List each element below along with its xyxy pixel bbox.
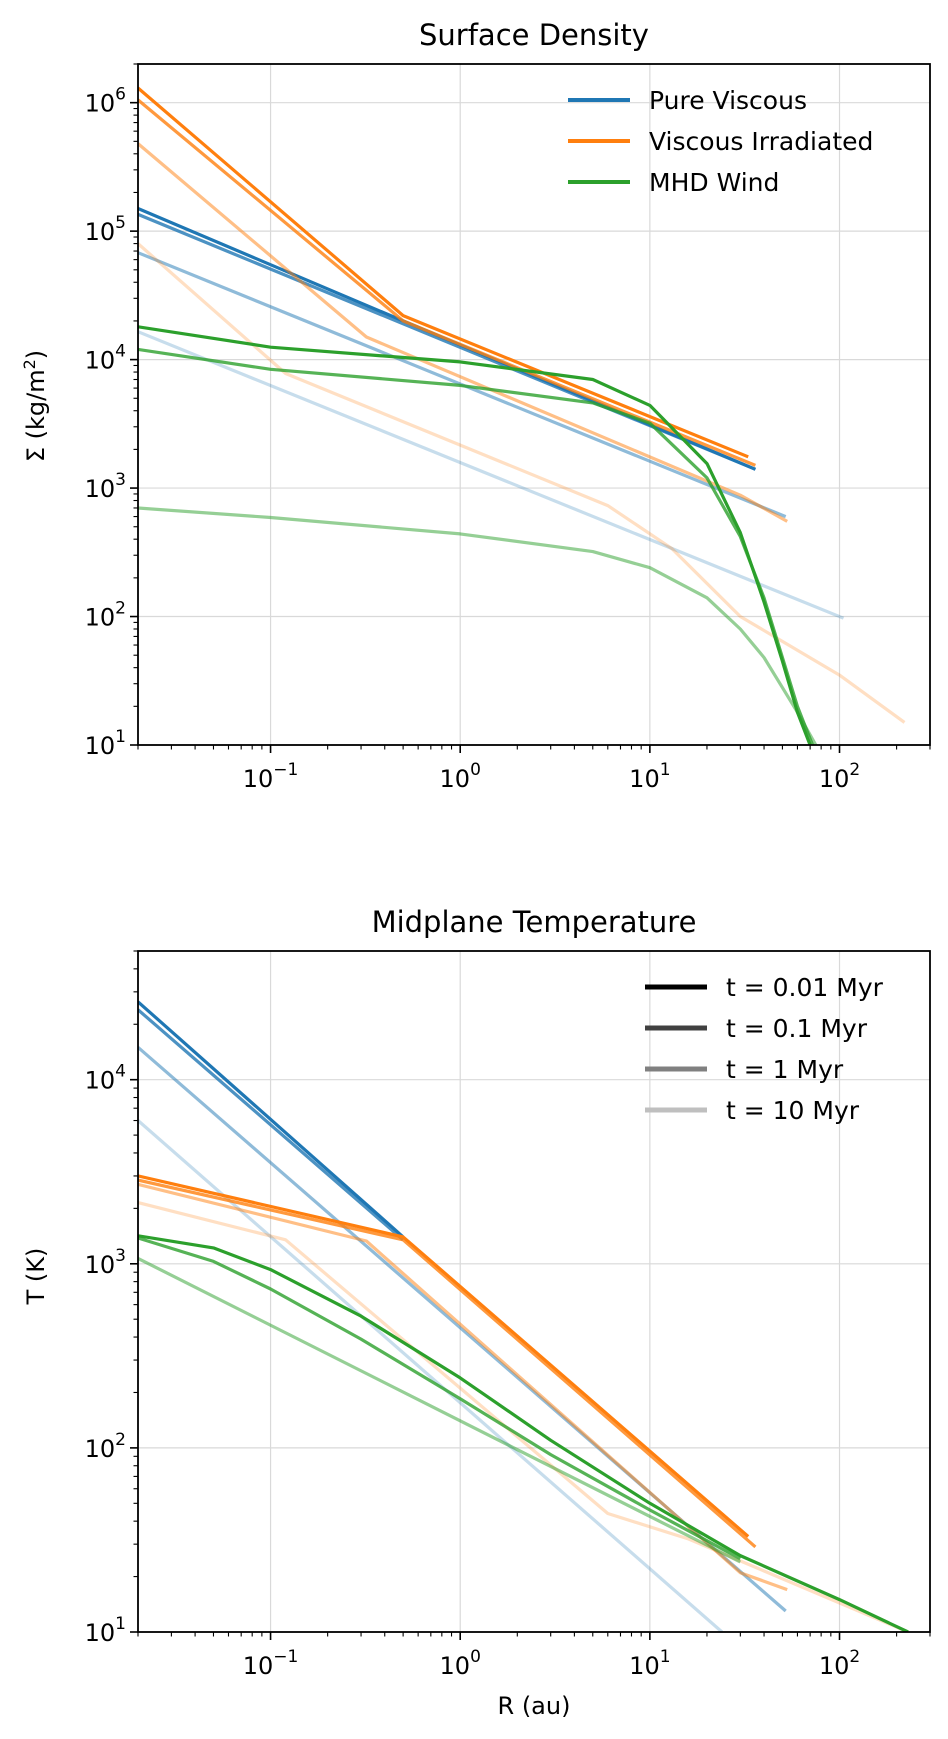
surface-density-series-viscous-irradiated-t-0-01-myr [138,86,749,459]
surface-density-series-viscous-irradiated-t-0-1-myr [138,98,757,467]
surface-density-legend: Pure Viscous Viscous Irradiated MHD Wind [568,86,873,197]
midplane-temperature-x-tick-label: 101 [629,1647,670,1680]
surface-density-series-pure-viscous-t-0-1-myr [138,212,757,471]
surface-density-series-viscous-irradiated-t-1-myr [138,142,788,523]
midplane-temperature-y-tick-label: 101 [85,1614,126,1647]
midplane-temperature-legend-label-t-0-1-myr: t = 0.1 Myr [726,1014,868,1043]
surface-density-panel: Surface Density 10−1 100 101 102 101 102 103 10… [20,18,931,793]
surface-density-x-tick-label: 102 [819,760,860,793]
midplane-temperature-y-axis-label: T (K) [22,1248,50,1306]
surface-density-series-pure-viscous-t-10-myr [138,330,845,620]
midplane-temperature-title: Midplane Temperature [372,905,697,939]
midplane-temperature-x-tick-label: 10−1 [243,1647,299,1680]
surface-density-y-tick-label: 101 [85,727,126,760]
surface-density-y-tick-label: 104 [85,342,126,375]
midplane-temperature-axes-frame [137,950,931,1633]
surface-density-y-axis-label: Σ (kg/m2) [20,350,50,462]
surface-density-series-viscous-irradiated-t-10-myr [138,242,906,724]
midplane-temperature-x-tick-label: 102 [819,1647,860,1680]
midplane-temperature-series-pure-viscous-t-10-myr [138,1119,724,1632]
midplane-temperature-series-viscous-irradiated-t-10-myr [138,1201,909,1632]
midplane-temperature-series-mhd-wind-t-0-1-myr [138,1236,742,1561]
surface-density-y-tick-label: 106 [85,85,126,118]
surface-density-legend-label-viscous-irradiated: Viscous Irradiated [649,127,873,156]
midplane-temperature-legend: t = 0.01 Myr t = 0.1 Myr t = 1 Myr t = 10 M… [645,973,884,1125]
midplane-temperature-series-pure-viscous-t-0-01-myr [138,1000,405,1239]
midplane-temperature-series-mhd-wind-t-0-01-myr [138,1234,909,1632]
surface-density-axes-frame [137,63,931,746]
surface-density-x-tick-label: 10−1 [243,760,299,793]
surface-density-title: Surface Density [419,18,649,52]
midplane-temperature-legend-label-t-1-myr: t = 1 Myr [726,1055,844,1084]
midplane-temperature-panel: Midplane Temperature 10−1 100 101 102 101 102… [22,905,931,1720]
surface-density-y-tick-label: 103 [85,470,126,503]
surface-density-x-tick-label: 101 [629,760,670,793]
midplane-temperature-legend-label-t-10-myr: t = 10 Myr [726,1096,860,1125]
midplane-temperature-series-viscous-irradiated-t-1-myr [138,1182,788,1592]
midplane-temperature-series-viscous-irradiated-t-0-01-myr [138,1174,750,1538]
midplane-temperature-series-pure-viscous-t-0-1-myr [138,1008,405,1242]
surface-density-y-tick-label: 105 [85,213,126,246]
midplane-temperature-y-tick-label: 103 [85,1246,126,1279]
midplane-temperature-x-tick-label: 100 [440,1647,481,1680]
midplane-temperature-y-tick-label: 102 [85,1430,126,1463]
surface-density-series-mhd-wind-t-0-1-myr [138,347,814,745]
midplane-temperature-series-mhd-wind-t-1-myr [138,1256,742,1564]
surface-density-legend-label-mhd-wind: MHD Wind [649,168,779,197]
midplane-temperature-y-tick-label: 104 [85,1062,126,1095]
midplane-temperature-legend-label-t-0-01-myr: t = 0.01 Myr [726,973,884,1002]
surface-density-y-tick-label: 102 [85,599,126,632]
surface-density-legend-label-pure-viscous: Pure Viscous [649,86,807,115]
midplane-temperature-series-viscous-irradiated-t-0-1-myr [138,1178,757,1549]
surface-density-series-mhd-wind-t-10-myr [138,506,818,745]
surface-density-x-tick-label: 100 [440,760,481,793]
midplane-temperature-x-axis-label: R (au) [498,1692,571,1720]
